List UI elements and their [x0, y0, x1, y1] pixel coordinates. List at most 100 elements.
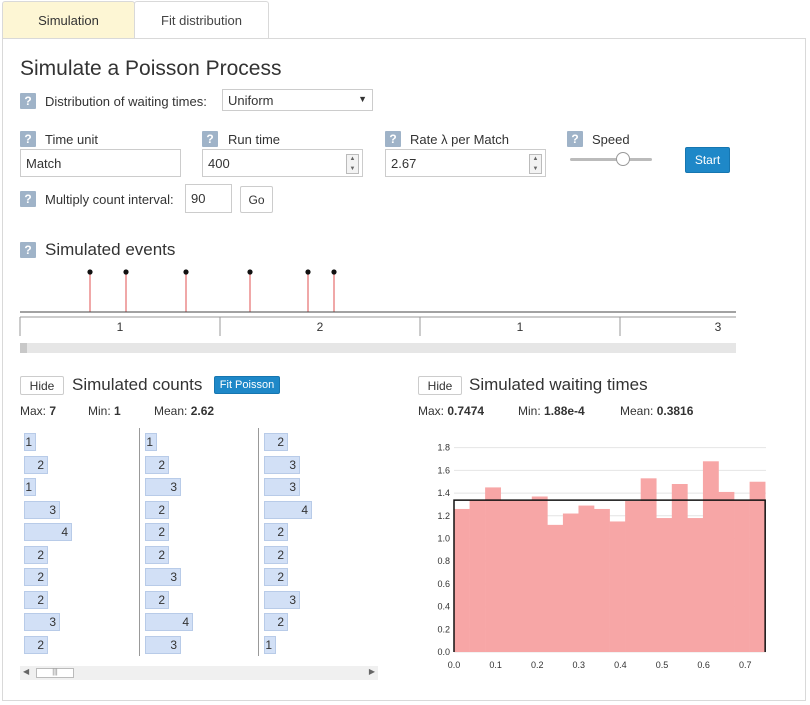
count-cell: 2: [24, 568, 48, 586]
events-timeline: 1 2 1 3: [19, 269, 736, 336]
y-tick-label: 0.0: [437, 647, 450, 657]
y-tick-label: 1.2: [437, 511, 450, 521]
rate-stepper[interactable]: ▲ ▼: [529, 154, 542, 174]
histogram-bar: [640, 478, 657, 652]
count-cell: 2: [264, 433, 288, 451]
count-cell: 3: [24, 500, 60, 519]
event-dot: [87, 269, 93, 275]
event-dot: [247, 269, 253, 275]
y-tick-label: 0.4: [437, 602, 450, 612]
fit-poisson-button[interactable]: Fit Poisson: [214, 376, 280, 394]
multiply-label: Multiply count interval:: [45, 192, 174, 207]
time-unit-input[interactable]: Match: [20, 149, 181, 177]
count-cell: 4: [264, 500, 312, 519]
count-cell: 1: [24, 433, 36, 451]
rate-label: Rate λ per Match: [410, 132, 509, 147]
event-dot: [305, 269, 311, 275]
speed-slider-handle[interactable]: [616, 152, 631, 166]
event-dot: [331, 269, 337, 275]
column-separator: [139, 428, 140, 656]
x-tick-label: 0.7: [739, 660, 752, 670]
count-cell: 2: [24, 590, 48, 609]
run-time-input[interactable]: 400 ▲ ▼: [202, 149, 363, 177]
counts-scrollbar[interactable]: ◀ ||| ▶: [20, 666, 378, 680]
histogram-bar: [734, 499, 750, 652]
speed-label: Speed: [592, 132, 630, 147]
y-tick-label: 0.2: [437, 624, 450, 634]
scroll-right-icon[interactable]: ▶: [368, 667, 375, 676]
hide-waiting-button[interactable]: Hide: [418, 376, 462, 395]
count-cell: 2: [145, 590, 169, 609]
counts-grid: 1 2 1 3 4 2 2 2 3 2 1 2 3 2 2 2 3 2 4 3 2 3 3 4 2 2 2 3 2 1: [20, 428, 380, 658]
multiply-input[interactable]: 90: [185, 184, 232, 213]
waiting-times-histogram: 0.0 0.2 0.4 0.6 0.8 1.0 1.2 1.4 1.6 1.8 0.0 0.1 0.2 0…: [437, 443, 766, 670]
help-icon-distribution[interactable]: ?: [20, 93, 36, 109]
interval-count-label: 1: [517, 320, 524, 334]
waiting-min-stat: Min: 1.88e-4: [518, 404, 585, 418]
histogram-bar: [609, 521, 626, 652]
counts-max-stat: Max: 7: [20, 404, 57, 418]
events-scrollbar[interactable]: [20, 343, 736, 353]
help-icon-multiply[interactable]: ?: [20, 191, 36, 207]
x-tick-label: 0.0: [448, 660, 461, 670]
tab-fit-distribution[interactable]: Fit distribution: [134, 1, 269, 38]
histogram-bar: [718, 491, 735, 652]
histogram-bar: [531, 496, 548, 652]
y-tick-label: 1.8: [437, 443, 450, 453]
count-cell: 2: [24, 545, 48, 564]
count-cell: 1: [145, 433, 157, 451]
run-time-stepper[interactable]: ▲ ▼: [346, 154, 359, 174]
count-cell: 4: [145, 613, 193, 631]
count-cell: 3: [145, 478, 181, 496]
speed-slider[interactable]: [570, 158, 652, 161]
run-time-value: 400: [208, 155, 230, 171]
counts-min-stat: Min: 1: [88, 404, 121, 418]
simulation-panel: [2, 38, 806, 701]
histogram-bar: [578, 505, 595, 652]
help-icon-speed[interactable]: ?: [567, 131, 583, 147]
y-tick-label: 0.8: [437, 556, 450, 566]
count-cell: 4: [24, 523, 72, 541]
rate-input[interactable]: 2.67 ▲ ▼: [385, 149, 546, 177]
count-cell: 3: [145, 568, 181, 586]
tab-simulation[interactable]: Simulation: [2, 1, 135, 38]
help-icon-rate[interactable]: ?: [385, 131, 401, 147]
go-button[interactable]: Go: [240, 186, 273, 213]
chevron-down-icon: ▼: [358, 94, 367, 104]
help-icon-run-time[interactable]: ?: [202, 131, 218, 147]
count-cell: 2: [24, 455, 48, 474]
scroll-left-icon[interactable]: ◀: [23, 667, 30, 676]
interval-count-label: 2: [317, 320, 324, 334]
histogram-bar: [671, 484, 688, 652]
histogram-bar: [485, 487, 501, 652]
histogram-bar: [656, 518, 673, 652]
help-icon-events[interactable]: ?: [20, 242, 36, 258]
event-dot: [123, 269, 129, 275]
waiting-max-stat: Max: 0.7474: [418, 404, 485, 418]
x-tick-label: 0.6: [697, 660, 710, 670]
x-tick-label: 0.3: [573, 660, 586, 670]
time-unit-value: Match: [26, 155, 62, 171]
run-time-label: Run time: [228, 132, 281, 147]
hide-counts-button[interactable]: Hide: [20, 376, 64, 395]
count-cell: 2: [145, 500, 169, 519]
time-unit-label: Time unit: [45, 132, 98, 147]
histogram-bar: [562, 513, 579, 652]
histogram-bar: [594, 508, 610, 652]
histogram-bar: [516, 499, 533, 652]
x-tick-label: 0.4: [614, 660, 627, 670]
count-cell: 1: [264, 635, 276, 654]
distribution-select[interactable]: Uniform ▼: [222, 89, 373, 111]
events-title: Simulated events: [45, 240, 176, 259]
x-tick-label: 0.5: [656, 660, 669, 670]
count-cell: 2: [24, 635, 48, 654]
events-scrollbar-thumb[interactable]: [20, 343, 27, 353]
start-button[interactable]: Start: [685, 147, 730, 173]
count-cell: 3: [264, 455, 300, 474]
histogram-bar: [469, 499, 486, 652]
counts-scrollbar-thumb[interactable]: |||: [36, 668, 74, 678]
histogram-bar: [702, 461, 719, 652]
counts-title: Simulated counts: [72, 375, 203, 394]
help-icon-time-unit[interactable]: ?: [20, 131, 36, 147]
count-cell: 2: [145, 455, 169, 474]
